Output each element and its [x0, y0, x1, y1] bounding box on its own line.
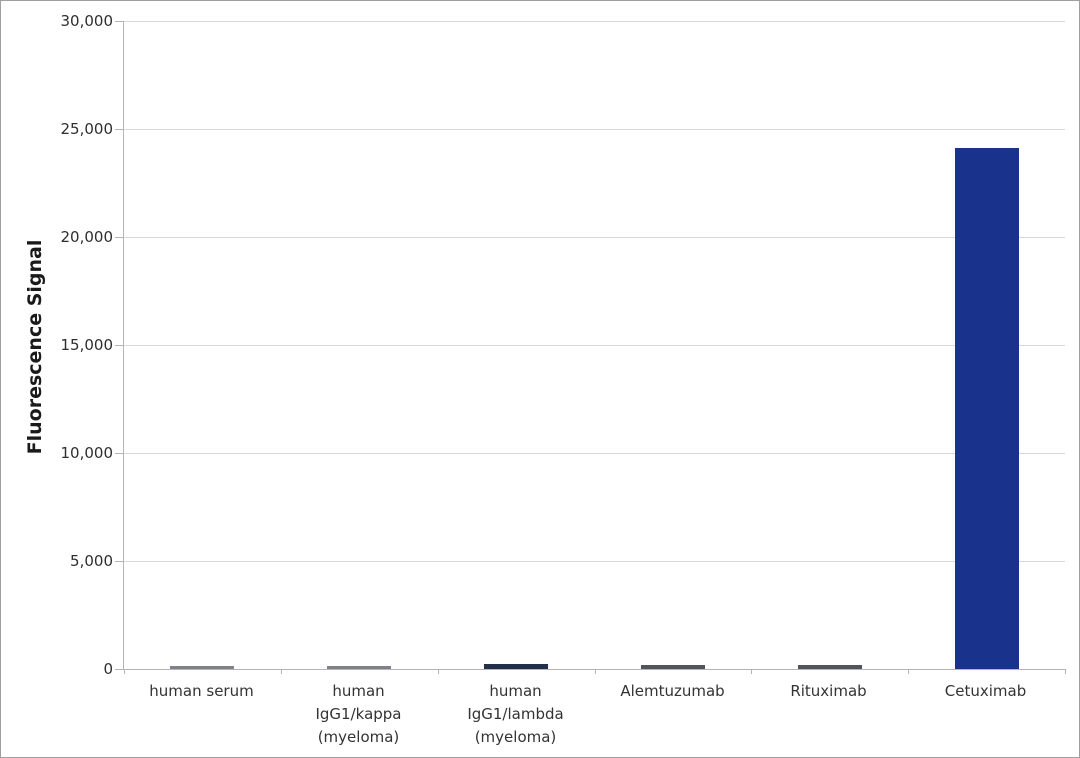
- y-axis-tick-label: 25,000: [60, 120, 114, 138]
- y-axis-tick: [115, 129, 123, 130]
- x-axis-tick: [908, 669, 909, 674]
- gridline: [124, 129, 1065, 130]
- x-axis-tick: [1065, 669, 1066, 674]
- x-axis-tick: [281, 669, 282, 674]
- x-axis-tick: [124, 669, 125, 674]
- y-axis-tick: [115, 237, 123, 238]
- y-axis-tick-label: 15,000: [60, 336, 114, 354]
- bar-alemtuzumab: [641, 665, 705, 669]
- x-axis-category-label: human IgG1/kappa (myeloma): [280, 680, 437, 749]
- x-axis-category-label-line: Rituximab: [790, 682, 867, 700]
- x-axis-tick: [751, 669, 752, 674]
- y-axis-tick-label: 0: [103, 660, 113, 678]
- x-axis-category-label-line: (myeloma): [317, 728, 400, 746]
- gridline: [124, 21, 1065, 22]
- y-axis-tick-label: 20,000: [60, 228, 114, 246]
- gridline: [124, 453, 1065, 454]
- y-axis-tick: [115, 345, 123, 346]
- x-axis-category-label-line: human: [332, 682, 385, 700]
- x-axis-tick: [438, 669, 439, 674]
- x-axis-category-label: Rituximab: [750, 680, 907, 703]
- x-axis-category-label-line: IgG1/lambda: [467, 705, 564, 723]
- plot-area: [115, 21, 1066, 674]
- x-axis-category-label: human IgG1/lambda (myeloma): [437, 680, 594, 749]
- x-axis-category-label: Cetuximab: [907, 680, 1064, 703]
- y-axis-tick: [115, 561, 123, 562]
- x-axis-category-label-line: Cetuximab: [944, 682, 1027, 700]
- x-axis-category-label: human serum: [123, 680, 280, 703]
- x-axis-category-label-line: human: [489, 682, 542, 700]
- gridline: [124, 561, 1065, 562]
- y-axis-tick: [115, 453, 123, 454]
- y-axis-tick-label: 5,000: [70, 552, 113, 570]
- bar-human-igg1-kappa-myeloma-: [327, 666, 391, 669]
- x-axis-category-label-line: Alemtuzumab: [620, 682, 725, 700]
- x-axis-tick: [595, 669, 596, 674]
- x-axis-category-label: Alemtuzumab: [594, 680, 751, 703]
- x-axis-category-label-line: IgG1/kappa: [315, 705, 402, 723]
- y-axis-tick-label: 30,000: [60, 12, 114, 30]
- y-axis-tick-label: 10,000: [60, 444, 114, 462]
- gridline: [124, 237, 1065, 238]
- x-axis-category-label-line: (myeloma): [474, 728, 557, 746]
- x-axis-category-label-line: human serum: [149, 682, 254, 700]
- gridline: [124, 345, 1065, 346]
- bar-human-serum: [170, 666, 234, 669]
- bar-cetuximab: [955, 148, 1019, 669]
- bar-human-igg1-lambda-myeloma-: [484, 664, 548, 669]
- y-axis-tick: [115, 21, 123, 22]
- y-axis-tick: [115, 669, 123, 670]
- bar-rituximab: [798, 665, 862, 669]
